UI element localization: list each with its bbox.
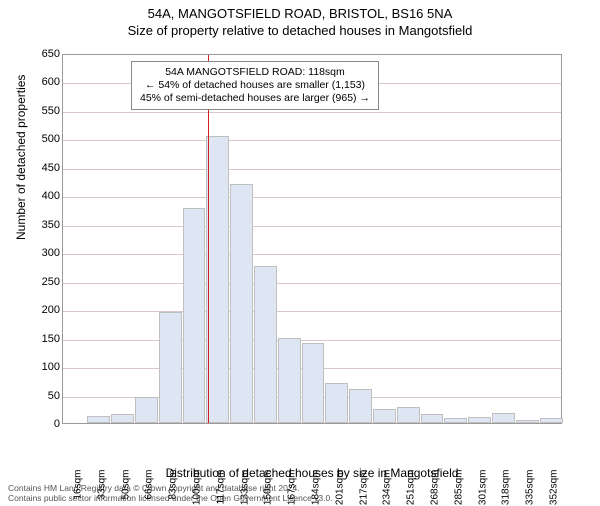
- page-subtitle: Size of property relative to detached ho…: [0, 23, 600, 38]
- histogram-bar: [159, 312, 182, 423]
- histogram-bar: [254, 266, 277, 423]
- y-axis-title: Number of detached properties: [14, 75, 28, 240]
- y-tick-label: 100: [24, 361, 60, 373]
- chart-plot-area: 54A MANGOTSFIELD ROAD: 118sqm ← 54% of d…: [62, 54, 562, 424]
- y-tick-label: 650: [24, 48, 60, 60]
- y-tick-label: 450: [24, 162, 60, 174]
- histogram-bar: [444, 418, 467, 423]
- y-tick-label: 400: [24, 190, 60, 202]
- y-tick-label: 50: [24, 390, 60, 402]
- histogram-bar: [349, 389, 372, 423]
- annotation-line: ← 54% of detached houses are smaller (1,…: [140, 79, 370, 92]
- gridline-h: [63, 254, 561, 255]
- gridline-h: [63, 340, 561, 341]
- gridline-h: [63, 169, 561, 170]
- gridline-h: [63, 197, 561, 198]
- annotation-box: 54A MANGOTSFIELD ROAD: 118sqm ← 54% of d…: [131, 61, 379, 110]
- histogram-bar: [373, 409, 396, 423]
- gridline-h: [63, 283, 561, 284]
- histogram-bar: [540, 418, 563, 423]
- y-tick-label: 300: [24, 247, 60, 259]
- histogram-bar: [278, 338, 301, 423]
- histogram-bar: [516, 420, 539, 423]
- x-tick-label: 117sqm: [215, 470, 226, 505]
- y-tick-label: 500: [24, 133, 60, 145]
- histogram-bar: [492, 413, 515, 423]
- x-tick-label: 33sqm: [96, 470, 107, 500]
- x-tick-label: 83sqm: [168, 470, 179, 500]
- page-title: 54A, MANGOTSFIELD ROAD, BRISTOL, BS16 5N…: [0, 6, 600, 21]
- y-tick-label: 200: [24, 304, 60, 316]
- y-tick-label: 250: [24, 276, 60, 288]
- histogram-bar: [135, 397, 158, 423]
- y-tick-label: 350: [24, 219, 60, 231]
- x-tick-label: 66sqm: [144, 470, 155, 500]
- histogram-bar: [302, 343, 325, 423]
- histogram-bar: [325, 383, 348, 423]
- histogram-bar: [468, 417, 491, 423]
- x-tick-label: 50sqm: [120, 470, 131, 500]
- y-tick-label: 550: [24, 105, 60, 117]
- gridline-h: [63, 226, 561, 227]
- histogram-bar: [206, 136, 229, 423]
- histogram-bar: [183, 208, 206, 423]
- histogram-bar: [230, 184, 253, 423]
- y-tick-label: 150: [24, 333, 60, 345]
- x-tick-label: 16sqm: [72, 470, 83, 500]
- gridline-h: [63, 112, 561, 113]
- histogram-bar: [111, 414, 134, 423]
- annotation-line: 45% of semi-detached houses are larger (…: [140, 92, 370, 105]
- y-tick-label: 0: [24, 418, 60, 430]
- histogram-bar: [87, 416, 110, 423]
- annotation-line: 54A MANGOTSFIELD ROAD: 118sqm: [140, 66, 370, 79]
- gridline-h: [63, 140, 561, 141]
- gridline-h: [63, 311, 561, 312]
- histogram-bar: [421, 414, 444, 423]
- histogram-bar: [397, 407, 420, 423]
- y-tick-label: 600: [24, 76, 60, 88]
